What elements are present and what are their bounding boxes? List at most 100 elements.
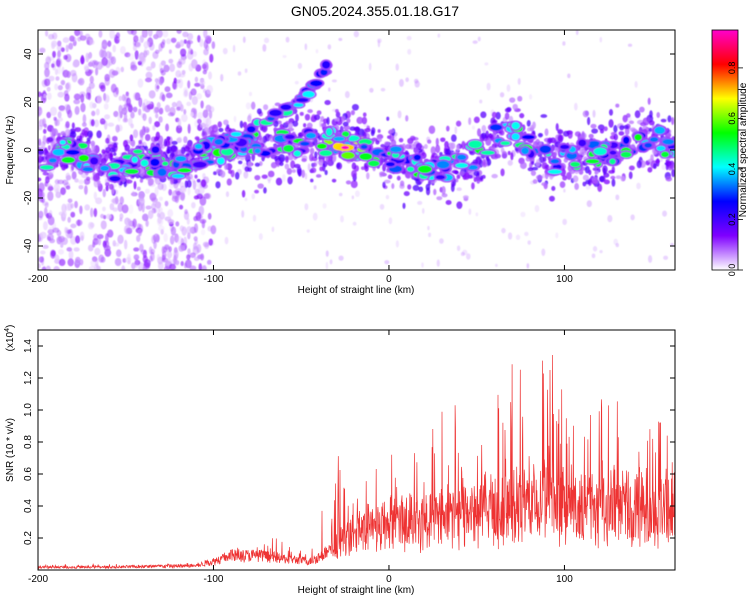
spectrogram-noise-blob	[178, 73, 186, 78]
spectrogram-noise-blob	[634, 80, 638, 88]
spectrogram-band-blob	[405, 115, 409, 122]
spectrogram-ridge-blob	[359, 153, 373, 161]
spectrogram-noise-blob	[232, 44, 236, 53]
spectrogram-ridge-blob	[609, 150, 617, 155]
spectrogram-noise-blob	[352, 221, 357, 226]
spectrogram-noise-blob	[479, 99, 483, 104]
snr-scale-exponent: 4	[4, 328, 11, 332]
snr-x-label: Height of straight line (km)	[298, 585, 415, 596]
spectrogram-ridge-blob	[90, 157, 99, 165]
colorbar-tick-label: 0.2	[727, 213, 737, 226]
spectrogram-band-blob	[510, 152, 514, 161]
spectrogram-noise-blob	[208, 106, 215, 113]
spectrogram-noise-blob	[148, 116, 152, 125]
spectrogram-band-blob	[495, 111, 501, 120]
spectrogram-noise-blob	[46, 111, 52, 119]
spectrogram-band-blob	[427, 179, 432, 186]
spectrogram-ridge-blob	[293, 102, 304, 108]
x-tick-label: 0	[386, 574, 392, 585]
spectrogram-band-blob	[292, 120, 299, 127]
spectrogram-noise-blob	[466, 253, 471, 260]
spectrogram-band-blob	[241, 190, 246, 198]
colorbar: 0.0 0.2 0.4 0.6 0.8 Normalized spectral ampl…	[711, 29, 749, 276]
spectrogram-noise-blob	[112, 44, 117, 53]
spectrogram-band-blob	[386, 116, 390, 121]
spectrogram-ridge-blob	[326, 128, 333, 136]
spectrogram-noise-blob	[84, 33, 91, 39]
spectrogram-band-blob	[655, 159, 661, 164]
spectrogram-ridge-blob	[267, 116, 275, 121]
spectrogram-noise-blob	[114, 257, 122, 267]
spectrogram-noise-blob	[192, 50, 197, 57]
spectrogram-ridge-blob	[511, 121, 520, 130]
spectrogram-band-blob	[366, 172, 370, 180]
spectrogram-noise-blob	[194, 82, 201, 87]
spectrogram-band-blob	[200, 179, 207, 188]
spectrogram-band-blob	[540, 114, 548, 118]
spectrogram-noise-blob	[155, 113, 159, 119]
spectrogram-noise-blob	[143, 258, 151, 268]
spectrogram-noise-blob	[58, 235, 65, 243]
spectrogram-ridge-blob	[150, 158, 160, 167]
spectrogram-band-blob	[519, 161, 527, 170]
spectrogram-band-blob	[482, 158, 486, 167]
spectrogram-noise-blob	[112, 135, 118, 142]
spectrogram-noise-blob	[338, 37, 343, 42]
spectrogram-ridge-blob	[389, 146, 403, 153]
spectrogram-band-blob	[285, 120, 290, 125]
spectrogram-noise-blob	[90, 119, 95, 127]
spectrogram-noise-blob	[137, 108, 142, 116]
spectrogram-band-blob	[166, 136, 171, 141]
spectrogram-noise-blob	[200, 253, 205, 261]
spectrogram-band-blob	[387, 174, 393, 180]
spectrogram-noise-blob	[328, 87, 331, 92]
spectrogram-ridge-blob	[559, 144, 570, 150]
spectrogram-ridge-blob	[162, 161, 169, 166]
spectrogram-band-blob	[86, 176, 91, 182]
spectrogram-band-blob	[504, 107, 512, 113]
spectrogram-band-blob	[409, 135, 416, 141]
spectrogram-ridge-blob	[310, 80, 323, 87]
spectrogram-noise-blob	[194, 76, 199, 83]
spectrogram-noise-blob	[78, 77, 85, 86]
spectrogram-band-blob	[47, 186, 54, 192]
spectrogram-noise-blob	[164, 200, 169, 207]
spectrogram-band-blob	[623, 124, 629, 130]
spectrogram-band-blob	[350, 180, 358, 189]
spectrogram-band-blob	[296, 166, 302, 175]
spectrogram-band-blob	[287, 176, 293, 185]
colorbar-tick-label: 0.8	[727, 62, 737, 75]
spectrogram-band-blob	[435, 137, 439, 147]
spectrogram-noise-blob	[70, 236, 77, 245]
spectrogram-band-blob	[351, 103, 359, 111]
spectrogram-noise-blob	[188, 47, 193, 55]
spectrogram-band-blob	[481, 132, 487, 139]
spectrogram-ridge-blob	[360, 144, 368, 150]
spectrogram-noise-blob	[384, 260, 390, 265]
spectrogram-band-blob	[171, 140, 178, 145]
spectrogram-band-blob	[45, 176, 50, 184]
spectrogram-band-blob	[603, 126, 608, 132]
spectrogram-noise-blob	[133, 92, 139, 101]
spectrogram-noise-blob	[90, 207, 94, 218]
spectrogram-noise-blob	[630, 214, 635, 221]
figure-title: GN05.2024.355.01.18.G17	[291, 3, 459, 19]
spectrogram-noise-blob	[121, 265, 126, 270]
spectrogram-band-blob	[441, 186, 446, 195]
spectrogram-ridge-blob	[480, 150, 495, 155]
spectrogram-band-blob	[649, 110, 653, 118]
spectrogram-noise-blob	[169, 235, 175, 245]
spectrogram-x-label: Height of straight line (km)	[298, 285, 415, 296]
spectrogram-ridge-blob	[321, 60, 331, 69]
spectrogram-band-blob	[473, 116, 480, 124]
spectrogram-noise-blob	[377, 39, 381, 48]
spectrogram-noise-blob	[206, 84, 214, 94]
spectrogram-band-blob	[123, 181, 127, 188]
spectrogram-ridge-blob	[406, 166, 414, 172]
spectrogram-band-blob	[38, 138, 42, 147]
spectrogram-noise-blob	[171, 101, 177, 108]
spectrogram-band-blob	[316, 110, 322, 116]
spectrogram-ridge-blob	[284, 134, 295, 140]
spectrogram-band-blob	[537, 132, 543, 138]
spectrogram-noise-blob	[163, 64, 170, 73]
